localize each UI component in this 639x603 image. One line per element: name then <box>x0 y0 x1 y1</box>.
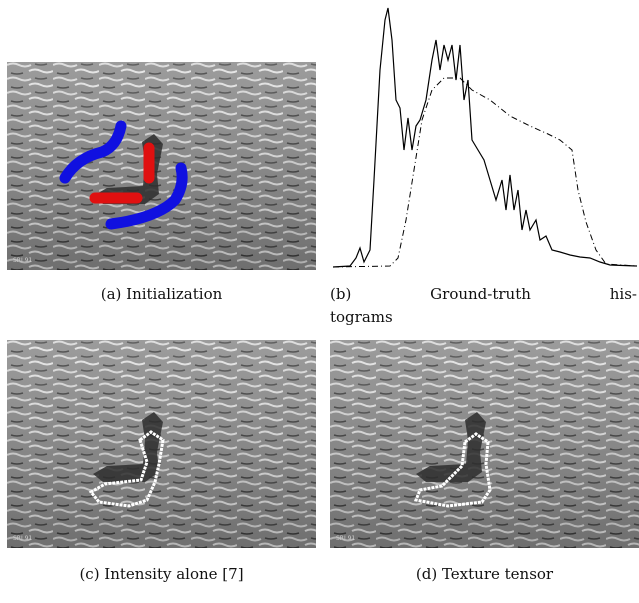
histogram-solid <box>333 8 637 267</box>
panel-b-histograms <box>333 8 637 267</box>
figure: SRI 91 (a) Initialization (b) Ground-tru… <box>0 0 639 603</box>
caption-b-line-2: tograms <box>330 306 637 329</box>
caption-b-line-1: (b) Ground-truth his- <box>330 283 637 306</box>
panel-c-image <box>7 340 316 548</box>
panel-a-image <box>7 62 316 270</box>
caption-c: (c) Intensity alone [7] <box>7 563 316 586</box>
caption-a: (a) Initialization <box>7 283 316 306</box>
caption-d: (d) Texture tensor <box>330 563 639 586</box>
panel-d-image <box>330 340 639 548</box>
